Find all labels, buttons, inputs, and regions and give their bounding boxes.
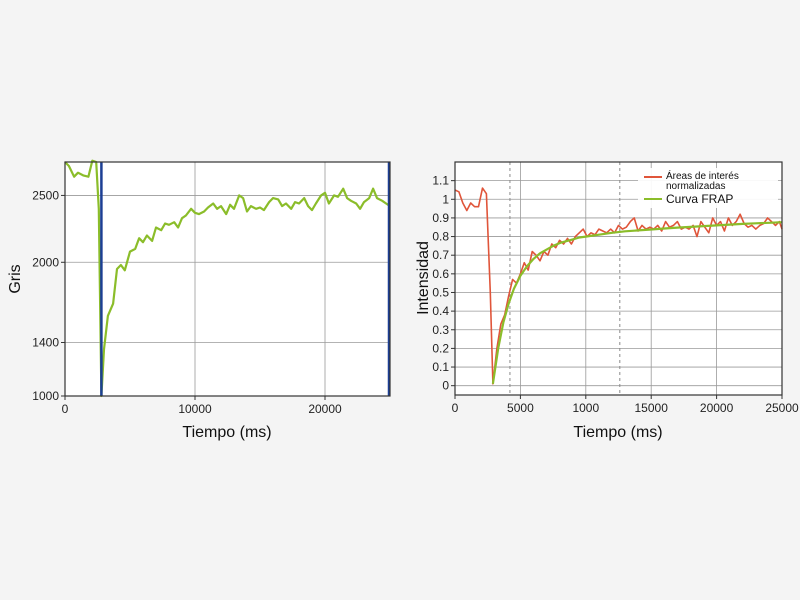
legend-label-red-line2: normalizadas [666, 181, 725, 192]
y-tick-label: 0.4 [432, 304, 449, 318]
plot-frame [64, 161, 391, 397]
y-tick-label: 0.7 [432, 248, 449, 262]
chart-gris-vs-tiempo: 1000 1400 2000 2500 0 10000 20000 Tiempo (ms) Gr… [7, 159, 391, 441]
y-tick-label: 2500 [32, 188, 59, 202]
y-axis-title: Intensidad [415, 241, 432, 315]
y-tick-label: 1400 [32, 336, 59, 350]
y-tick-label: 2000 [32, 255, 59, 269]
y-tick-label: 0.2 [432, 341, 449, 355]
x-tick-label: 20000 [700, 401, 734, 415]
y-tick-label: 0.9 [432, 211, 449, 225]
x-tick-label: 10000 [178, 402, 212, 416]
y-tick-label: 0.5 [432, 285, 449, 299]
x-tick-label: 5000 [507, 401, 534, 415]
y-axis-title: Gris [7, 264, 24, 293]
series-line-green [491, 221, 783, 384]
y-tick-label: 0 [442, 379, 449, 393]
y-tick-label: 1.1 [432, 174, 449, 188]
y-tick-label: 1000 [32, 389, 59, 403]
x-axis-title: Tiempo (ms) [573, 424, 662, 441]
legend-label-green: Curva FRAP [666, 192, 733, 206]
y-tick-label: 0.6 [432, 267, 449, 281]
legend-background [638, 168, 778, 208]
x-tick-label: 1000 [572, 401, 599, 415]
chart-intensidad-vs-tiempo: 0 0.1 0.2 0.3 0.4 0.5 0.6 0.7 0.8 0.9 1 1.1 0 5000 100… [415, 161, 799, 441]
series-line-red [454, 187, 783, 385]
legend-label-red-line1: Áreas de interés [666, 169, 739, 182]
plot-area [65, 162, 390, 396]
x-axis-title: Tiempo (ms) [182, 424, 271, 441]
x-tick-label: 15000 [635, 401, 669, 415]
x-tick-label: 0 [62, 402, 69, 416]
x-tick-label: 0 [452, 401, 459, 415]
plot-frame [454, 161, 783, 396]
y-tick-label: 1 [442, 192, 449, 206]
x-tick-label: 20000 [308, 402, 342, 416]
series-line-green [64, 159, 391, 398]
y-tick-label: 0.3 [432, 323, 449, 337]
y-tick-label: 0.8 [432, 230, 449, 244]
x-tick-label: 25000 [765, 401, 799, 415]
y-tick-label: 0.1 [432, 360, 449, 374]
